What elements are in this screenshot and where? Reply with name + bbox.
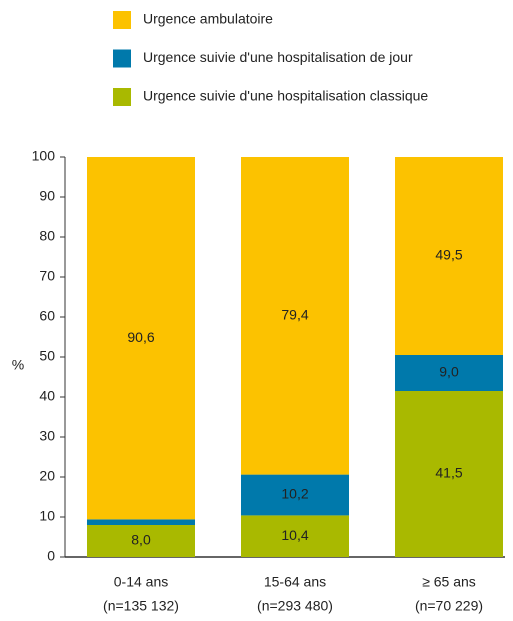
- y-tick-label: 10: [39, 508, 55, 524]
- value-label: 9,0: [439, 364, 459, 380]
- x-tick-label: ≥ 65 ans: [422, 574, 476, 590]
- value-label: 79,4: [281, 307, 308, 323]
- legend-swatch: [113, 49, 131, 68]
- value-label: 10,4: [281, 527, 308, 543]
- y-tick-label: 40: [39, 388, 55, 404]
- y-tick-label: 60: [39, 308, 55, 324]
- bar-segment: [87, 525, 195, 557]
- legend-swatch: [113, 88, 131, 106]
- bar-segment: [395, 157, 503, 355]
- bar-segment: [395, 391, 503, 557]
- y-tick-label: 50: [39, 348, 55, 364]
- y-tick-label: 90: [39, 188, 55, 204]
- value-label: 8,0: [131, 532, 151, 548]
- y-tick-label: 20: [39, 468, 55, 484]
- legend-swatch: [113, 11, 131, 29]
- legend-label: Urgence suivie d'une hospitalisation cla…: [143, 88, 428, 104]
- y-axis-label: %: [12, 357, 24, 373]
- bar-segment: [241, 515, 349, 557]
- legend-label: Urgence ambulatoire: [143, 11, 273, 27]
- x-tick-sublabel: (n=70 229): [415, 598, 483, 614]
- y-tick-label: 100: [32, 148, 56, 164]
- x-tick-sublabel: (n=135 132): [103, 598, 179, 614]
- y-tick-label: 80: [39, 228, 55, 244]
- bar-segment: [241, 157, 349, 475]
- value-label: 49,5: [435, 247, 462, 263]
- bar-segment: [241, 474, 349, 516]
- y-tick-label: 30: [39, 428, 55, 444]
- x-tick-label: 0-14 ans: [114, 574, 168, 590]
- x-tick-sublabel: (n=293 480): [257, 598, 333, 614]
- value-label: 90,6: [127, 329, 154, 345]
- value-label: 41,5: [435, 465, 462, 481]
- x-tick-label: 15-64 ans: [264, 574, 326, 590]
- bar-segment: [87, 519, 195, 525]
- bar-segment: [395, 355, 503, 391]
- bar-segment: [87, 157, 195, 520]
- value-label: 10,2: [281, 486, 308, 502]
- y-tick-label: 0: [47, 548, 55, 564]
- y-tick-label: 70: [39, 268, 55, 284]
- legend-label: Urgence suivie d'une hospitalisation de …: [143, 49, 413, 65]
